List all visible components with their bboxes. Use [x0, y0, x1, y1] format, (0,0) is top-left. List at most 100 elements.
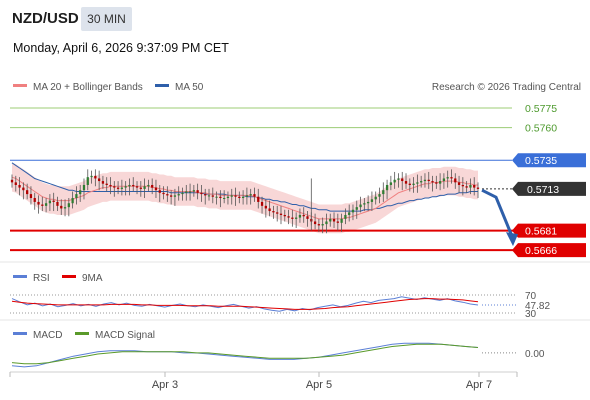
candle-body	[196, 190, 199, 193]
candle-body	[71, 198, 74, 204]
datetime-label: Monday, April 6, 2026 9:37:09 PM CET	[13, 41, 229, 55]
candle-body	[461, 184, 464, 187]
rsi-ma-legend-label: 9MA	[82, 273, 103, 284]
candle-body	[215, 196, 218, 198]
candle-body	[56, 201, 59, 206]
forecast-arrow-shaft	[481, 188, 514, 237]
macd-current-value: 0.00	[525, 349, 545, 360]
candle-body	[204, 194, 207, 196]
candle-body	[268, 208, 271, 212]
candle-body	[450, 177, 453, 179]
candle-body	[412, 183, 415, 185]
candle-body	[52, 200, 55, 202]
candle-body	[41, 204, 44, 206]
level-label-support: 0.5666	[525, 245, 557, 257]
candle-body	[82, 184, 86, 191]
candle-body	[29, 194, 33, 199]
candle-body	[446, 177, 449, 179]
candle-body	[128, 184, 131, 187]
candle-body	[329, 218, 332, 222]
macd-plot: 0.00	[11, 342, 545, 368]
candle-body	[279, 213, 283, 215]
candle-body	[75, 194, 78, 199]
candle-body	[26, 190, 29, 195]
candle-body	[435, 182, 438, 184]
candle-body	[313, 221, 317, 225]
candle-body	[147, 184, 150, 187]
timeframe-badge[interactable]: 30 MIN	[81, 7, 132, 31]
candle-body	[442, 178, 446, 182]
rsi-tick-label: 70	[525, 291, 537, 302]
candle-body	[249, 194, 252, 196]
candle-body	[366, 201, 370, 204]
candle-body	[241, 196, 245, 199]
candle-body	[264, 205, 267, 209]
candle-body	[86, 177, 89, 185]
candle-body	[22, 187, 25, 191]
candle-body	[207, 195, 211, 197]
macd-signal-legend-swatch	[75, 332, 89, 335]
candle-body	[109, 184, 112, 187]
candle-body	[37, 201, 40, 205]
price-plot: 0.5775 0.5760 0.5735 0.5681 0.5666 0.5713	[10, 103, 586, 258]
ma50-legend-swatch	[155, 84, 169, 87]
rsi-line	[11, 296, 479, 312]
candle-body	[177, 194, 180, 196]
attribution-label: Research © 2026 Trading Central	[432, 82, 581, 93]
candle-body	[340, 218, 343, 223]
candle-body	[363, 203, 366, 205]
candle-body	[401, 178, 404, 182]
candle-body	[382, 190, 385, 195]
candle-body	[44, 203, 48, 206]
level-label-support: 0.5681	[525, 226, 557, 238]
level-label-pivot: 0.5735	[525, 155, 557, 167]
ma20-legend-swatch	[13, 84, 27, 87]
bollinger-band	[12, 162, 478, 234]
candle-body	[105, 183, 108, 185]
candle-body	[306, 216, 309, 219]
candle-body	[385, 184, 389, 191]
candle-body	[336, 221, 339, 223]
candle-body	[116, 187, 120, 189]
candle-body	[287, 216, 290, 218]
candle-body	[230, 195, 233, 197]
current-price-label: 0.5713	[527, 184, 559, 196]
candle-body	[234, 195, 237, 197]
candle-body	[408, 183, 411, 185]
candle-body	[473, 184, 476, 188]
candle-body	[90, 175, 93, 178]
candle-body	[291, 217, 294, 219]
candle-body	[94, 175, 97, 179]
level-tag-support	[512, 223, 586, 238]
rsi-ma-line	[11, 298, 479, 310]
candle-body	[476, 187, 480, 189]
ma50-legend-label: MA 50	[175, 82, 204, 93]
candle-body	[404, 181, 408, 184]
candle-body	[60, 205, 63, 209]
candle-body	[219, 196, 222, 199]
rsi-legend-label: RSI	[33, 273, 50, 284]
candle-body	[359, 204, 362, 208]
candle-body	[423, 179, 427, 182]
candle-body	[317, 224, 321, 226]
candle-body	[33, 198, 36, 202]
candle-body	[245, 195, 249, 197]
candle-body	[351, 209, 355, 213]
candle-body	[200, 192, 203, 195]
candle-body	[389, 182, 392, 185]
candle-body	[124, 186, 127, 188]
candle-body	[454, 178, 457, 183]
macd-legend: MACD MACD Signal	[13, 330, 155, 341]
level-label-resistance: 0.5760	[525, 123, 557, 135]
candle-body	[192, 190, 195, 192]
main-legend: MA 20 + Bollinger Bands MA 50 Research ©…	[13, 82, 581, 93]
level-tag-pivot	[512, 153, 586, 168]
candle-body	[226, 196, 230, 199]
candle-body	[427, 179, 430, 182]
rsi-current-value: 47.82	[525, 301, 550, 312]
candle-body	[139, 187, 142, 189]
forecast-arrow-head	[506, 232, 518, 247]
candle-body	[79, 190, 82, 195]
candle-body	[173, 195, 177, 197]
